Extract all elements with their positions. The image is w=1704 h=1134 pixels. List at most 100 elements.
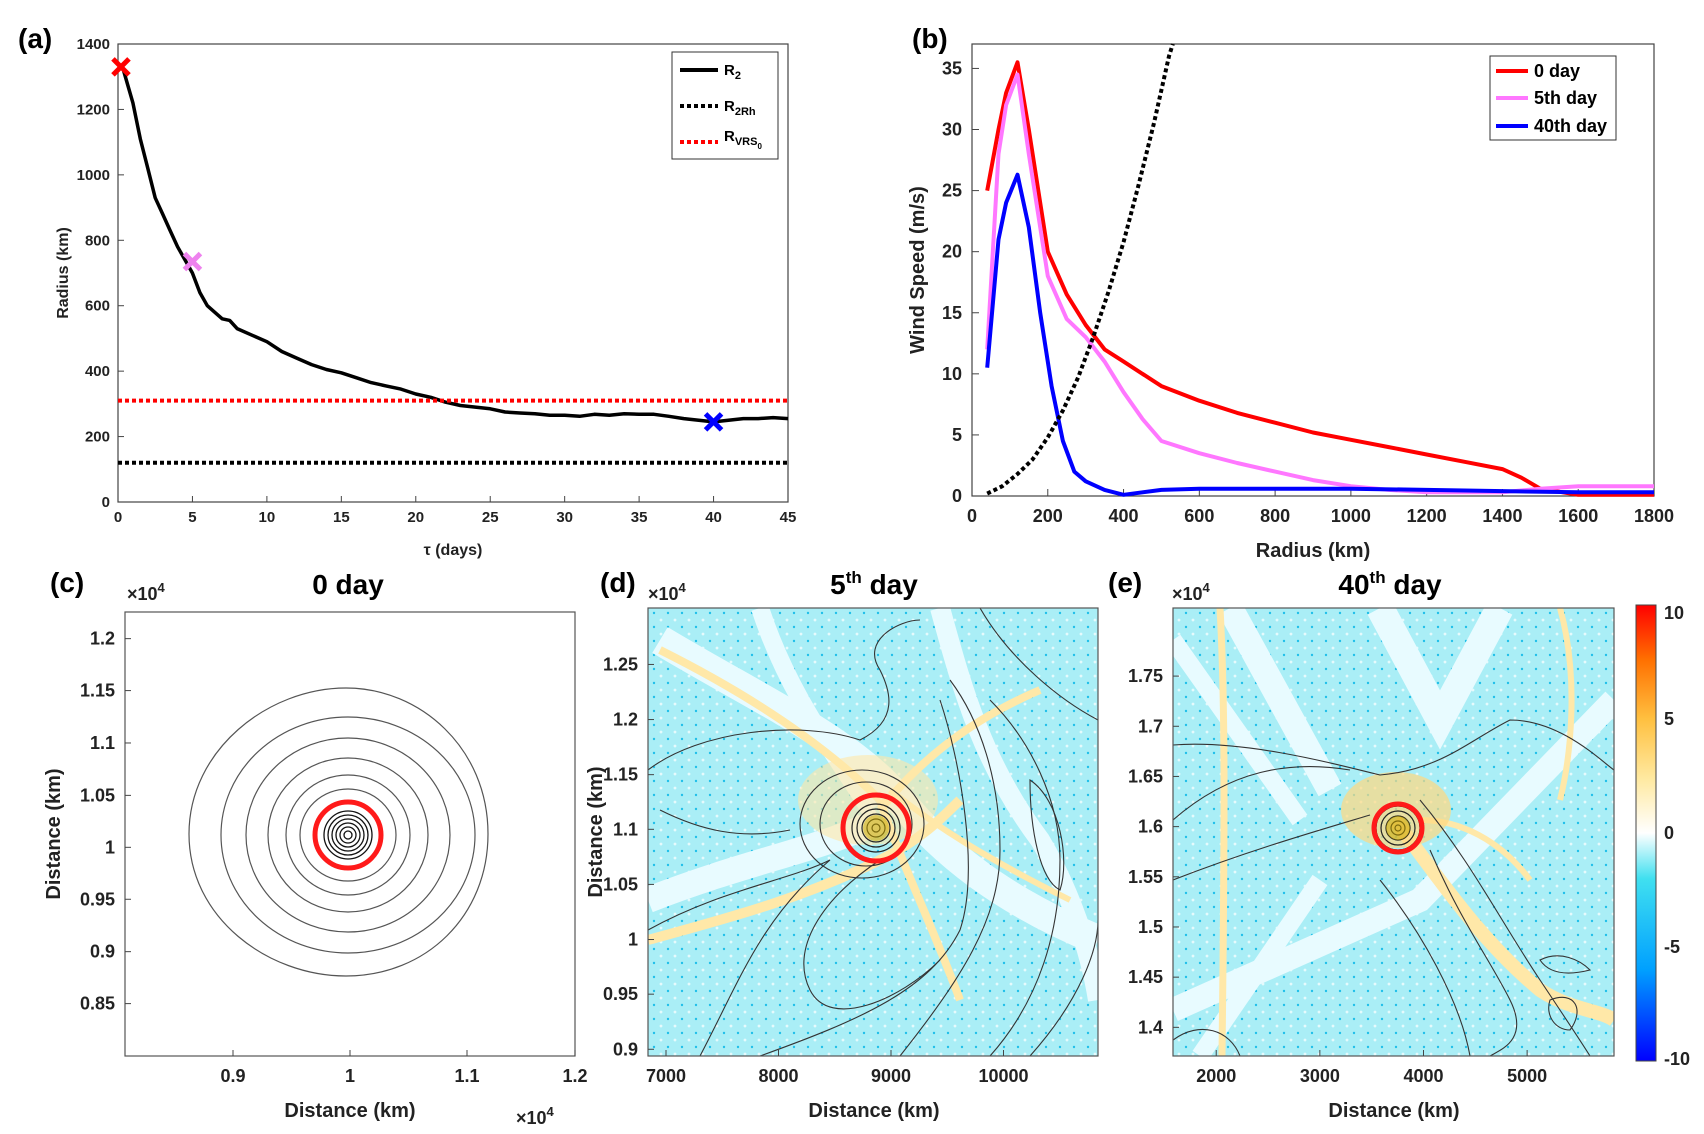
x-tick-label: 200 xyxy=(1033,506,1063,526)
panel-b-xlabel: Radius (km) xyxy=(1256,540,1370,562)
y-tick-label: 35 xyxy=(942,58,962,78)
x-tick-label: 7000 xyxy=(646,1066,686,1086)
panel-d-title: 5th day xyxy=(830,568,918,600)
panel-b-legend: 0 day 5th day 40th day xyxy=(1489,55,1617,141)
x-tick-label: 600 xyxy=(1184,506,1214,526)
panel-c-plot-area xyxy=(124,611,576,1057)
x-tick-label: 1800 xyxy=(1634,506,1674,526)
x-tick-label: 0 xyxy=(967,506,977,526)
y-tick-label: 1.15 xyxy=(80,681,115,701)
panel-c-title: 0 day xyxy=(312,569,384,600)
panel-d-ticks: 7000 8000 9000 10000 0.9 0.95 1 1.05 1.1 1.15 1.2 1… xyxy=(603,654,1029,1086)
panel-b-ylabel: Wind Speed (m/s) xyxy=(907,186,929,354)
x-tick-label: 1200 xyxy=(1407,506,1447,526)
y-tick-label: 1.15 xyxy=(603,765,638,785)
contour xyxy=(799,769,925,879)
series-0-day-line xyxy=(985,60,1654,497)
y-tick-label: 1.5 xyxy=(1138,917,1163,937)
y-tick-label: 1400 xyxy=(77,36,110,53)
contour xyxy=(899,679,1001,1056)
x-marker xyxy=(703,412,724,432)
colorbar-tick-label: 10 xyxy=(1664,603,1684,623)
contour xyxy=(979,608,1098,721)
y-tick-label: 20 xyxy=(942,242,962,262)
x-tick-label: 10000 xyxy=(978,1066,1028,1086)
contour-ring xyxy=(285,774,411,896)
y-tick-label: 0.9 xyxy=(90,942,115,962)
contour-ring xyxy=(267,757,429,913)
colorbar-tick-label: 5 xyxy=(1664,709,1674,729)
contour xyxy=(1029,778,1065,891)
x-tick-label: 1.1 xyxy=(454,1066,479,1086)
y-tick-label: 1.65 xyxy=(1128,766,1163,786)
x-tick-label: 5 xyxy=(188,509,196,526)
y-tick-label: 1.75 xyxy=(1128,666,1163,686)
colorbar: 10 5 0 -5 -10 xyxy=(1635,603,1690,1069)
panel-e-plot-area xyxy=(1172,607,1615,1057)
panel-c-core xyxy=(323,810,373,860)
contour-ring xyxy=(245,737,451,933)
series-40th-day-line xyxy=(985,172,1654,497)
panel-c-contours xyxy=(188,687,489,977)
colorbar-tick-label: 0 xyxy=(1664,823,1674,843)
y-tick-label: 200 xyxy=(85,429,110,446)
panel-a-xlabel: τ (days) xyxy=(424,542,483,559)
panel-c-rvrs-circle xyxy=(312,799,384,871)
contour xyxy=(648,619,921,771)
panel-a-lines xyxy=(118,66,789,465)
y-tick-label: 1.6 xyxy=(1138,817,1163,837)
x-tick-label: 2000 xyxy=(1196,1066,1236,1086)
y-tick-label: 25 xyxy=(942,181,962,201)
x-tick-label: 1600 xyxy=(1558,506,1598,526)
panel-c-label: (c) xyxy=(50,567,84,598)
contour xyxy=(989,699,1061,1056)
y-tick-label: 0 xyxy=(102,494,110,511)
panel-d: (d) 5th day ×104 xyxy=(585,567,1099,1122)
y-tick-label: 15 xyxy=(942,303,962,323)
panel-b-label: (b) xyxy=(912,23,948,54)
panel-b-ticks: 0 200 400 600 800 1000 1200 1400 1600 1800 0 5 10 15 2… xyxy=(942,58,1674,526)
contour xyxy=(1419,799,1591,1056)
panel-e-heatmap xyxy=(1173,608,1614,1056)
y-tick-label: 0 xyxy=(952,486,962,506)
x-tick-label: 15 xyxy=(333,509,350,526)
x-tick-label: 800 xyxy=(1260,506,1290,526)
panel-a-ylabel: Radius (km) xyxy=(55,227,72,319)
y-tick-label: 1.05 xyxy=(80,785,115,805)
x-marker-stroke xyxy=(111,57,131,77)
y-tick-label: 0.85 xyxy=(80,994,115,1014)
legend-rvrs-label: RVRS0 xyxy=(724,128,762,151)
y-tick-label: 1.1 xyxy=(613,819,638,839)
contour xyxy=(659,809,791,835)
y-tick-label: 10 xyxy=(942,364,962,384)
panel-b-lines xyxy=(985,43,1654,497)
contour xyxy=(819,781,913,867)
panel-c-ylabel: Distance (km) xyxy=(43,768,65,899)
y-tick-label: 1.45 xyxy=(1128,967,1163,987)
panel-e: (e) 40th day ×104 xyxy=(1108,567,1690,1122)
y-tick-label: 1.55 xyxy=(1128,867,1163,887)
y-tick-label: 5 xyxy=(952,425,962,445)
panel-d-ylabel: Distance (km) xyxy=(585,766,607,897)
y-tick-label: 1.2 xyxy=(90,629,115,649)
x-marker-stroke xyxy=(182,251,203,272)
y-tick-label: 1.25 xyxy=(603,654,638,674)
panel-e-ticks: 2000 3000 4000 5000 1.4 1.45 1.5 1.55 1.6 1.65 1.7… xyxy=(1128,666,1547,1086)
colorbar-tick-label: -5 xyxy=(1664,937,1680,957)
colorbar-gradient xyxy=(1635,604,1657,1062)
panel-c-ticks: 0.9 1 1.1 1.2 0.85 0.9 0.95 1 1.05 1.1 1.15 1.2 xyxy=(80,629,588,1086)
y-tick-label: 0.9 xyxy=(613,1039,638,1059)
x-tick-label: 8000 xyxy=(758,1066,798,1086)
panel-c-yscale: ×104 xyxy=(127,580,166,604)
y-tick-label: 1.1 xyxy=(90,733,115,753)
contour xyxy=(1379,879,1471,1056)
x-marker xyxy=(182,251,203,272)
panel-d-rvrs-circle xyxy=(840,792,912,864)
x-tick-label: 10 xyxy=(259,509,276,526)
x-tick-label: 30 xyxy=(556,509,573,526)
contour-ring xyxy=(299,788,397,882)
x-tick-label: 0 xyxy=(114,509,122,526)
y-tick-label: 30 xyxy=(942,120,962,140)
panel-e-label: (e) xyxy=(1108,567,1142,598)
